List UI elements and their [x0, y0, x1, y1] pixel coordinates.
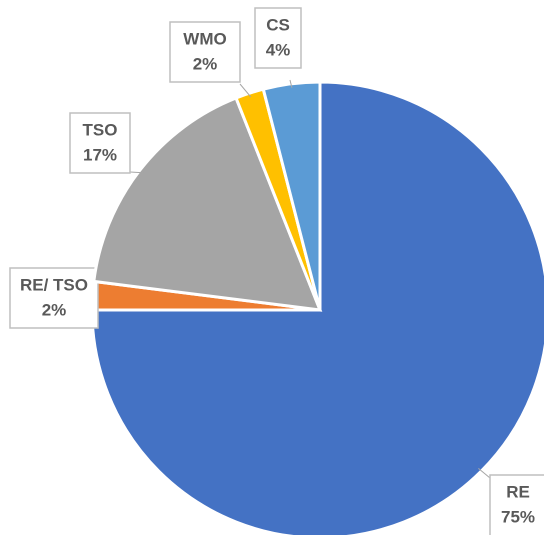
label-box [9, 267, 99, 329]
category-label: TSO [83, 120, 118, 139]
value-label: 75% [501, 507, 535, 526]
leader-line [129, 171, 144, 174]
leader-line [289, 79, 293, 88]
pie-slice [92, 96, 323, 312]
value-label: 2% [193, 54, 218, 73]
category-label: WMO [183, 29, 226, 48]
value-label: 17% [83, 145, 117, 164]
category-label: RE [506, 482, 530, 501]
category-label: CS [266, 15, 290, 34]
value-label: 4% [266, 40, 291, 59]
leader-line [478, 468, 491, 479]
leader-line [239, 83, 252, 98]
category-label: RE/ TSO [20, 275, 88, 294]
value-label: 2% [42, 300, 67, 319]
label-box [169, 21, 241, 83]
label-box [254, 7, 302, 69]
label-box [69, 112, 131, 174]
label-box [489, 474, 544, 535]
